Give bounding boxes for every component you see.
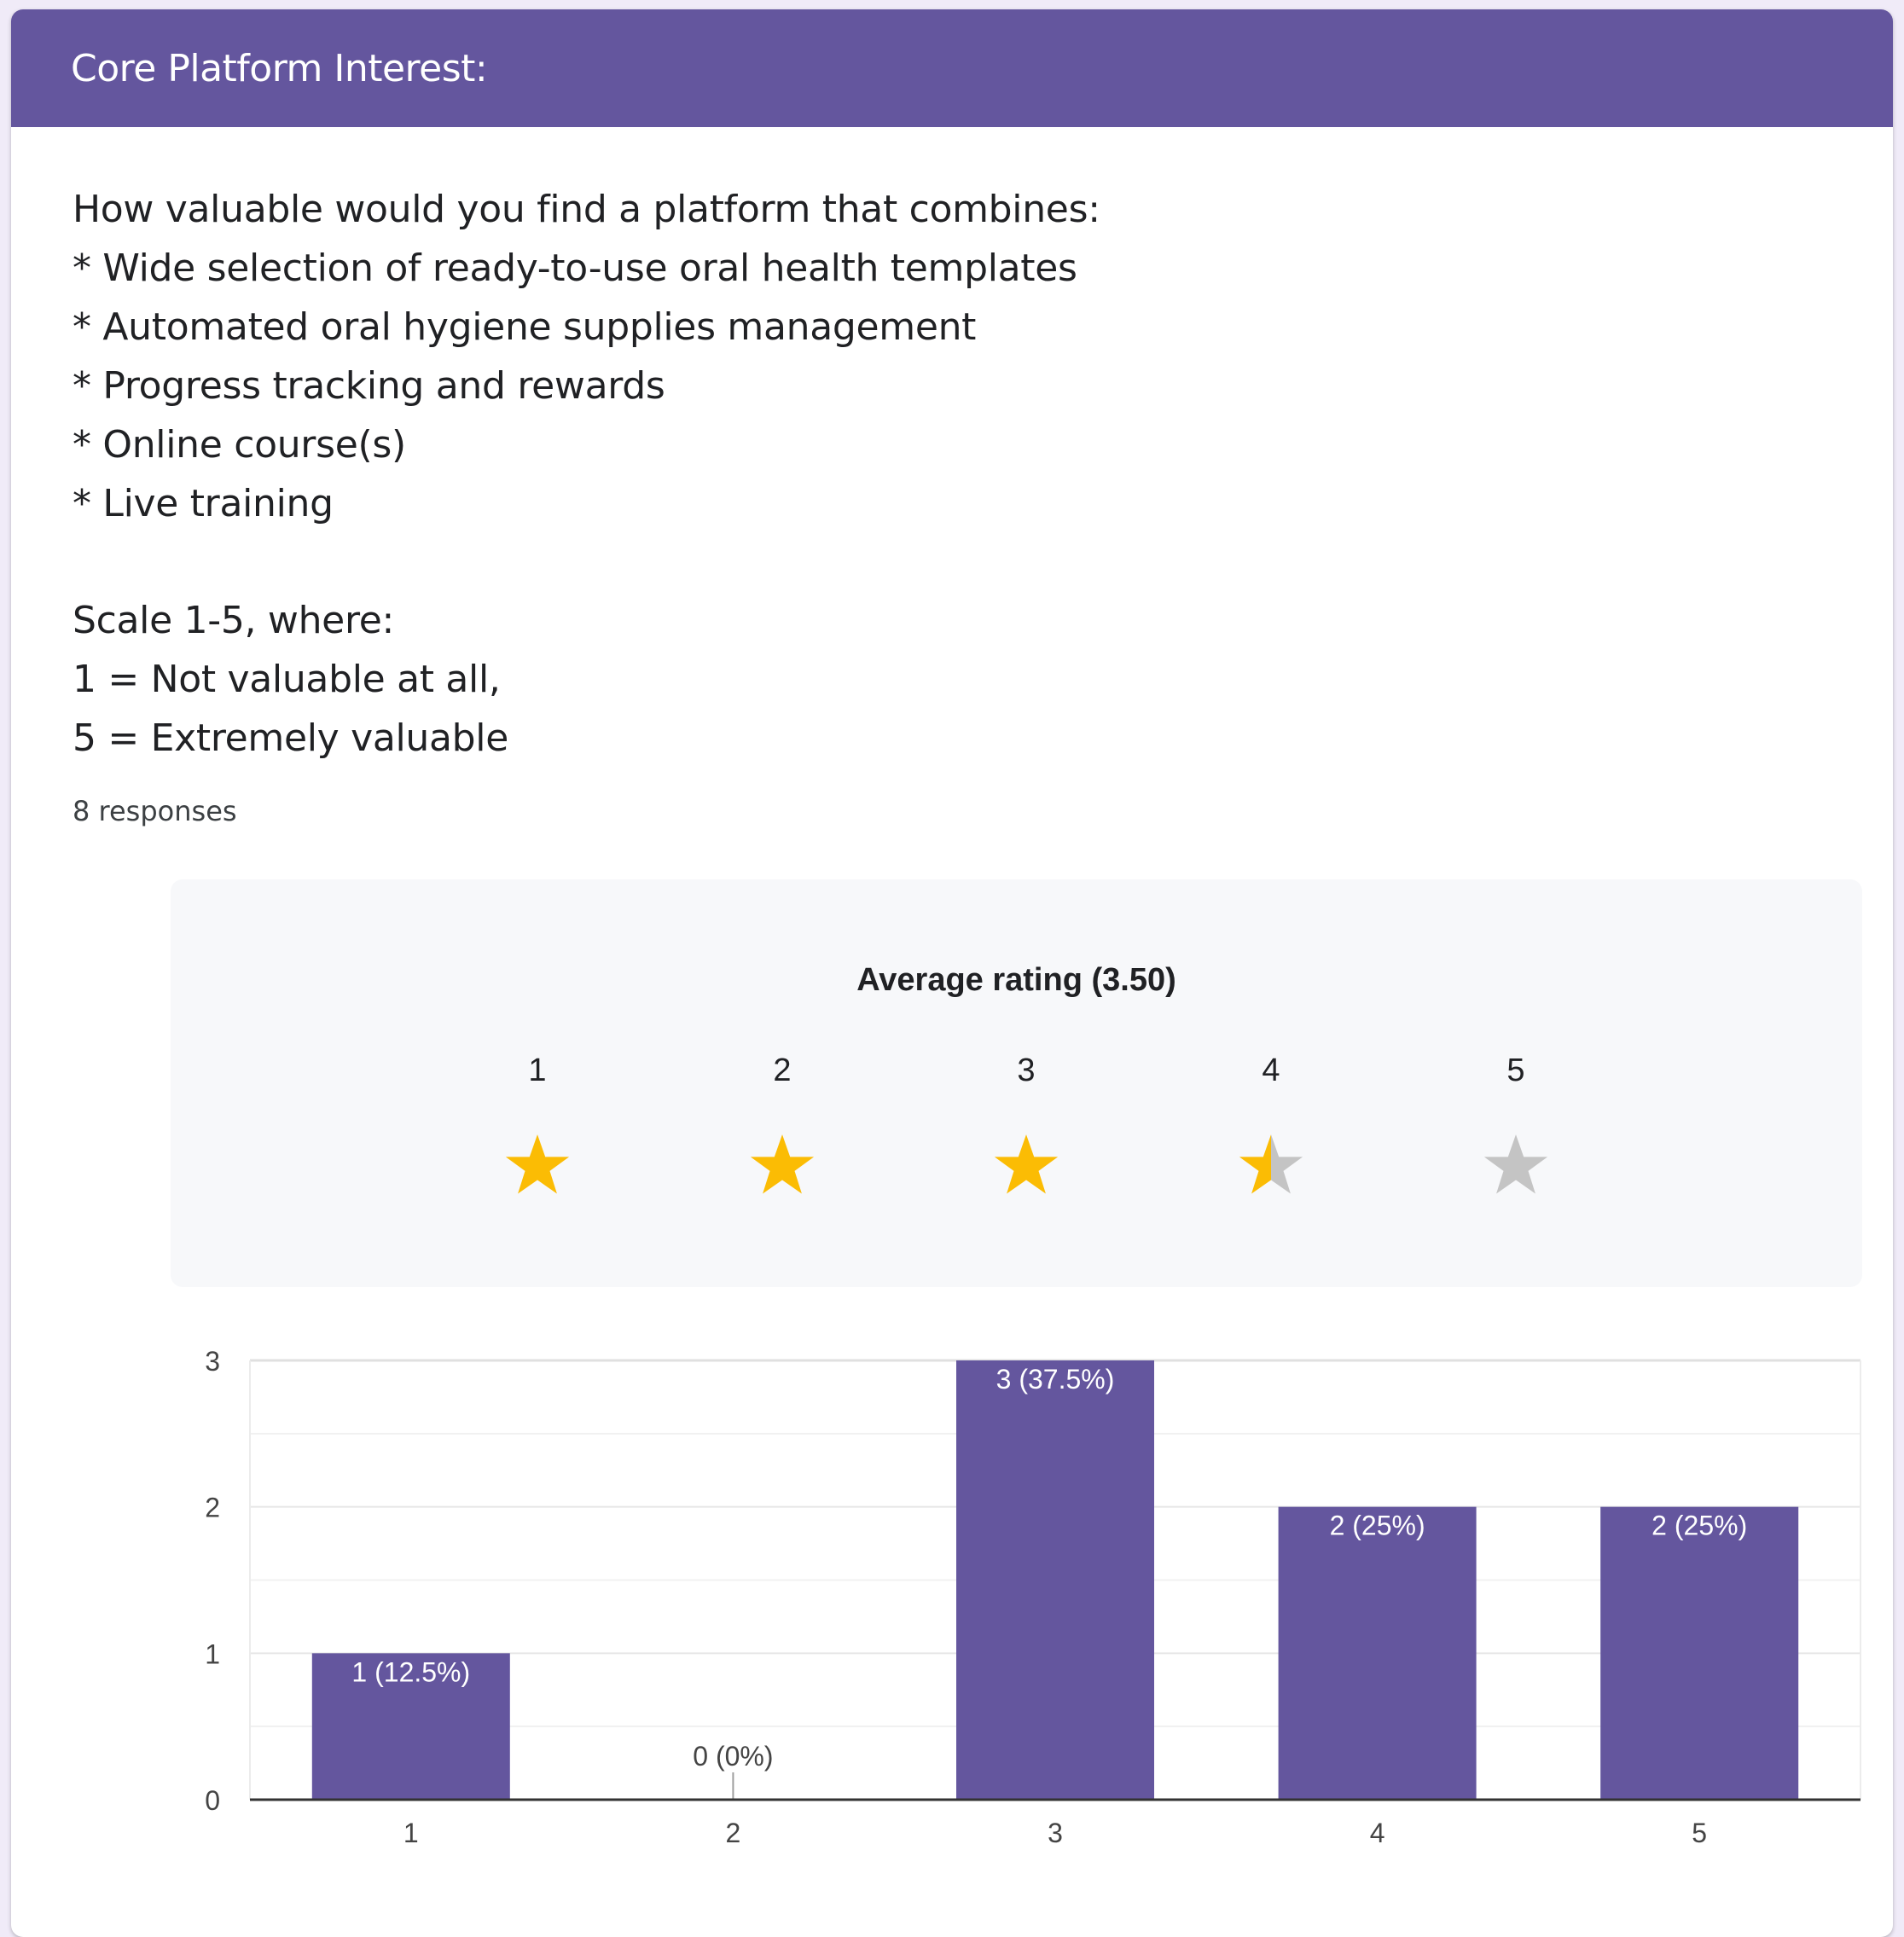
question-card: Core Platform Interest: How valuable wou… — [11, 9, 1893, 1937]
rating-star-item: 1 — [486, 1050, 589, 1198]
question-line: * Progress tracking and rewards — [73, 364, 665, 408]
y-tick-label: 3 — [205, 1346, 220, 1377]
bar-data-label: 2 (25%) — [1651, 1511, 1747, 1541]
bar-data-label: 2 (25%) — [1330, 1511, 1425, 1541]
x-tick-label: 5 — [1692, 1818, 1707, 1848]
bar — [1600, 1506, 1799, 1800]
question-line: How valuable would you find a platform t… — [73, 188, 1100, 231]
average-rating-panel: Average rating (3.50) 1 2 3 4 5 — [171, 879, 1862, 1287]
bar — [956, 1360, 1154, 1800]
x-tick-label: 1 — [403, 1818, 419, 1848]
x-tick-label: 2 — [726, 1818, 741, 1848]
question-line: * Online course(s) — [73, 423, 406, 467]
bar-data-label: 0 (0%) — [693, 1741, 773, 1772]
rating-star-label: 4 — [1262, 1053, 1280, 1088]
bar — [1278, 1506, 1477, 1800]
response-count: 8 responses — [73, 795, 237, 827]
average-rating-title: Average rating (3.50) — [856, 962, 1176, 998]
rating-star-label: 3 — [1017, 1053, 1036, 1088]
section-title: Core Platform Interest: — [71, 47, 488, 90]
y-tick-label: 0 — [205, 1785, 220, 1816]
rating-star-item: 3 — [975, 1050, 1077, 1198]
scale-line: 1 = Not valuable at all, — [73, 658, 501, 701]
rating-star-item: 4 — [1220, 1050, 1322, 1198]
question-line: * Live training — [73, 482, 334, 525]
scale-line: Scale 1-5, where: — [73, 599, 395, 642]
rating-star-item: 2 — [731, 1050, 833, 1198]
scale-line: 5 = Extremely valuable — [73, 716, 509, 760]
card-header: Core Platform Interest: — [11, 9, 1893, 127]
question-text: How valuable would you find a platform t… — [73, 180, 1821, 768]
bar — [311, 1653, 510, 1800]
bar-data-label: 3 (37.5%) — [996, 1364, 1115, 1395]
rating-star-label: 2 — [773, 1053, 792, 1088]
rating-star-label: 5 — [1506, 1053, 1525, 1088]
star-icon — [750, 1134, 815, 1194]
star-icon — [505, 1134, 570, 1194]
y-tick-label: 1 — [205, 1638, 220, 1669]
rating-star-label: 1 — [528, 1053, 547, 1088]
y-tick-label: 2 — [205, 1493, 220, 1523]
question-line: * Wide selection of ready-to-use oral he… — [73, 246, 1077, 290]
star-icon — [1239, 1134, 1303, 1194]
x-tick-label: 3 — [1048, 1818, 1063, 1848]
rating-distribution-chart: 0 1 2 3 1 (12.5%) 1 0 (0%) 2 3 (37.5%) 3 2 (25%) 4 2… — [205, 1346, 1861, 1848]
question-line: * Automated oral hygiene supplies manage… — [73, 305, 977, 349]
star-icon — [1483, 1134, 1548, 1194]
x-tick-label: 4 — [1370, 1818, 1385, 1848]
rating-star-item: 5 — [1465, 1050, 1567, 1198]
bar-data-label: 1 (12.5%) — [351, 1656, 470, 1687]
star-icon — [994, 1134, 1059, 1194]
